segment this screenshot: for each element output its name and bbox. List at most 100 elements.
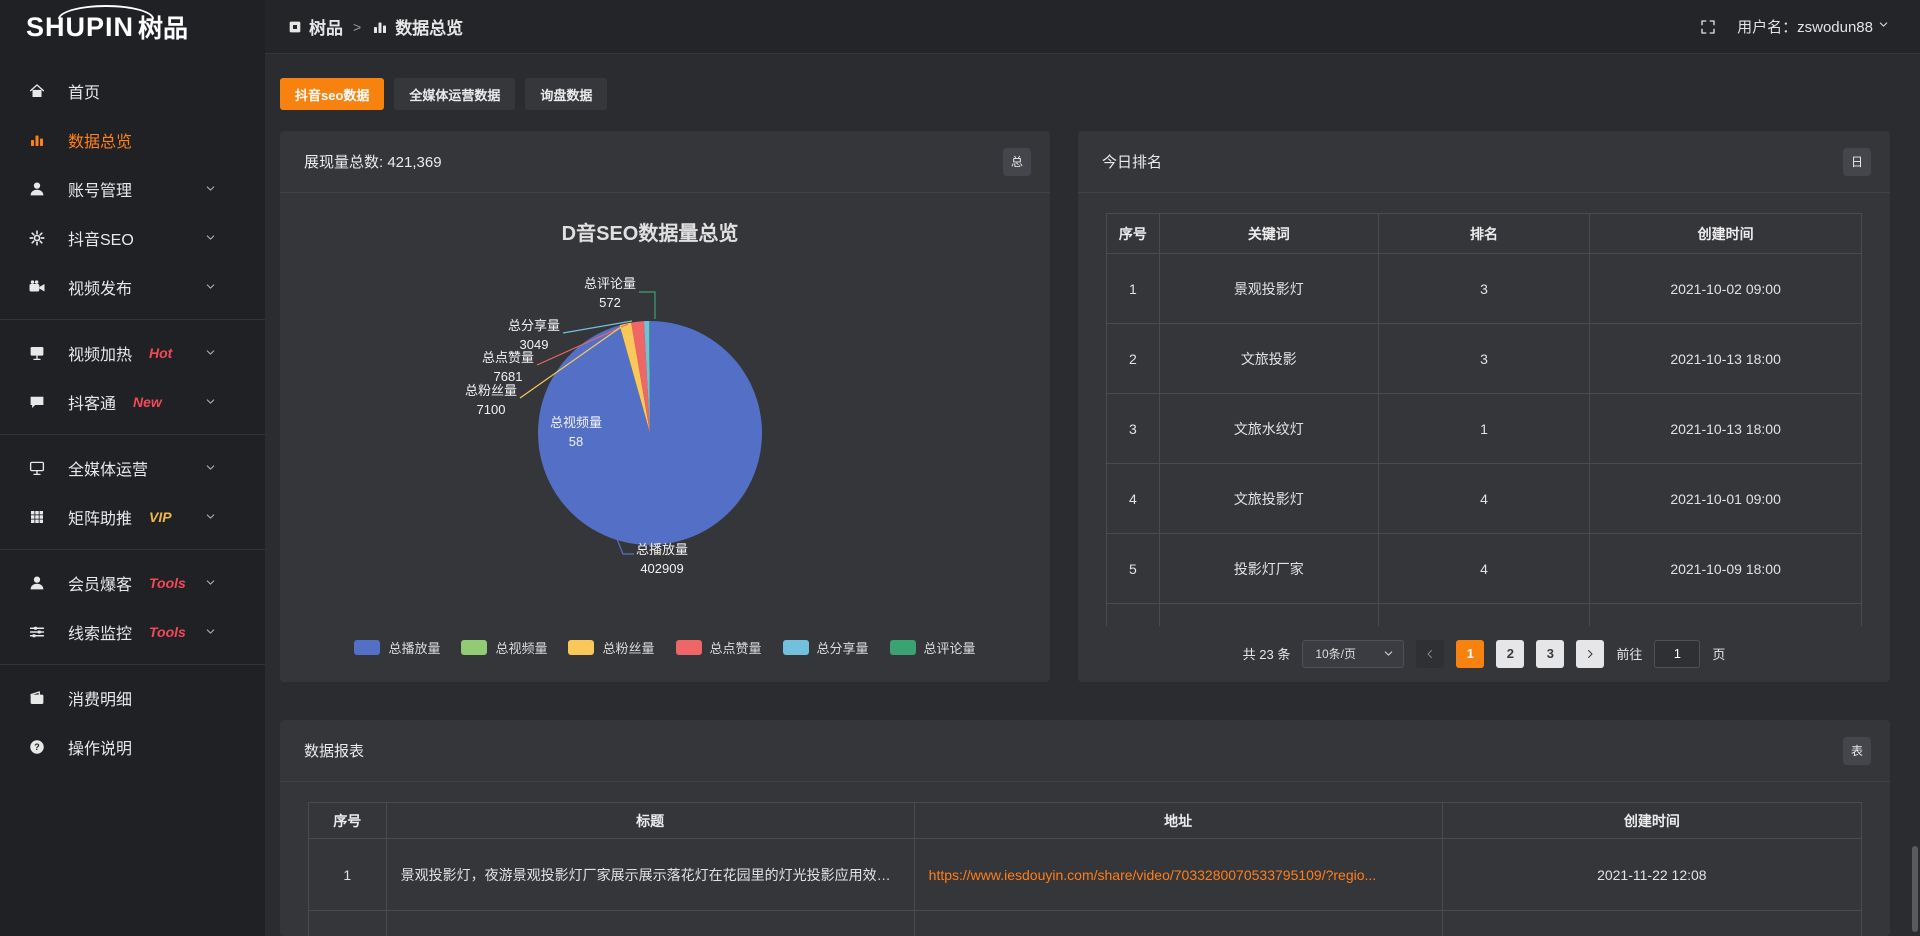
pie-slice-总点赞量[interactable] — [631, 321, 650, 433]
chevron-down-icon — [204, 395, 217, 408]
chevron-down-icon — [204, 346, 217, 359]
sidebar-item-线索监控[interactable]: 线索监控 Tools — [0, 607, 265, 656]
sidebar-item-抖音SEO[interactable]: 抖音SEO — [0, 213, 265, 262]
breadcrumb-item-current[interactable]: 数据总览 — [371, 14, 463, 39]
legend-item-总播放量[interactable]: 总播放量 — [354, 638, 440, 657]
table-row: 1 景观投影灯，夜游景观投影灯厂家展示展示落花灯在花园里的灯光投影应用效果 # ht… — [308, 838, 1863, 911]
pie-label-总分享量: 总分享量 3049 — [507, 318, 560, 352]
table-cell: 文旅投影灯 — [1158, 463, 1379, 534]
legend-swatch — [354, 640, 381, 655]
sidebar-item-label: 视频发布 — [68, 280, 133, 298]
pagination: 共 23 条 10条/页 123 前往 页 — [1106, 639, 1862, 668]
breadcrumb-separator: > — [353, 18, 362, 35]
overview-header: 展现量总数: 421,369 — [304, 154, 442, 171]
breadcrumb: 树品 > 数据总览 — [287, 14, 463, 39]
chevron-down-icon — [204, 576, 217, 589]
tab-抖音seo数据[interactable]: 抖音seo数据 — [280, 78, 385, 110]
sidebar-divider — [0, 434, 265, 435]
sidebar-item-账号管理[interactable]: 账号管理 — [0, 164, 265, 213]
ranking-panel: 今日排名 日 序号 关键词 排名 创建时间 1 景观投影灯 3 2021-10-02 09:0… — [1078, 131, 1890, 682]
report-table: 序号 标题 地址 创建时间 1 景观投影灯，夜游景观投影灯厂家展示展示落花灯在花园里的灯光… — [308, 802, 1863, 936]
pie-slice-总评论量[interactable] — [649, 320, 650, 433]
chevron-down-icon — [204, 510, 217, 523]
sidebar-item-首页[interactable]: 首页 — [0, 66, 265, 115]
scrollbar-thumb[interactable] — [1912, 846, 1918, 932]
pie-label-总播放量: 总播放量 402909 — [636, 542, 689, 576]
sidebar-item-抖客通[interactable]: 抖客通 New — [0, 377, 265, 426]
sidebar-divider — [0, 549, 265, 550]
sidebar-badge: Hot — [149, 344, 173, 361]
svg-text:?: ? — [34, 742, 40, 752]
tab-询盘数据[interactable]: 询盘数据 — [525, 78, 608, 110]
app-icon — [287, 19, 303, 35]
legend-swatch — [782, 640, 809, 655]
sidebar-item-视频发布[interactable]: 视频发布 — [0, 262, 265, 311]
legend-item-总点赞量[interactable]: 总点赞量 — [675, 638, 762, 657]
ranking-corner-button[interactable]: 日 — [1843, 147, 1871, 176]
sidebar-item-数据总览[interactable]: 数据总览 — [0, 115, 265, 164]
pie-slice-总分享量[interactable] — [643, 321, 650, 433]
sidebar-item-矩阵助推[interactable]: 矩阵助推 VIP — [0, 492, 265, 541]
tab-全媒体运营数据[interactable]: 全媒体运营数据 — [394, 78, 516, 110]
table-cell: 2021-10-01 09:00 — [1589, 463, 1862, 534]
wallet-icon — [27, 689, 47, 707]
table-row: 3 文旅水纹灯 1 2021-10-13 18:00 — [1106, 393, 1862, 464]
pie-slice-总视频量[interactable] — [619, 325, 650, 433]
sidebar-divider — [0, 319, 265, 320]
sidebar-item-label: 全媒体运营 — [68, 461, 149, 479]
report-corner-button[interactable]: 表 — [1843, 736, 1871, 765]
column-header-序号: 序号 — [1106, 213, 1160, 254]
legend-label: 总粉丝量 — [602, 641, 655, 656]
video-link[interactable]: https://www.iesdouyin.com/share/video/70… — [928, 866, 1377, 883]
pie-label-line-总评论量 — [639, 291, 656, 319]
grid-icon — [27, 508, 47, 526]
table-row: 5 投影灯厂家 4 2021-10-09 18:00 — [1106, 533, 1862, 604]
sidebar-item-label: 首页 — [68, 84, 101, 102]
sidebar-badge: Tools — [149, 574, 186, 591]
sidebar-item-label: 操作说明 — [68, 740, 133, 758]
pie-slice-总粉丝量[interactable] — [619, 322, 650, 433]
page-size-select[interactable]: 10条/页 — [1302, 639, 1405, 668]
pagination-total: 共 23 条 — [1242, 647, 1291, 662]
sidebar-item-消费明细[interactable]: 消费明细 — [0, 673, 265, 722]
breadcrumb-item-home[interactable]: 树品 — [287, 14, 343, 39]
sidebar-item-label: 矩阵助推 — [68, 510, 133, 528]
table-cell: 文旅投影 — [1158, 323, 1379, 394]
data-tabs: 抖音seo数据 全媒体运营数据 询盘数据 — [280, 78, 1890, 110]
legend-label: 总分享量 — [816, 641, 869, 656]
table-cell-title: 景观投影灯，夜游景观投影灯厂家展示展示落花灯在花园里的灯光投影应用效果 # — [385, 838, 915, 911]
chart-title: D音SEO数据量总览 — [561, 223, 739, 245]
user-menu[interactable]: 用户名：zswodun88 — [1737, 16, 1890, 37]
page-button-1[interactable]: 1 — [1456, 639, 1485, 668]
sidebar-item-操作说明[interactable]: ? 操作说明 — [0, 722, 265, 771]
top-bar: SHUPIN 树品 树品 > 数据总览 用户名：zswodun88 — [0, 0, 1920, 54]
legend-item-总分享量[interactable]: 总分享量 — [782, 638, 869, 657]
next-page-button[interactable] — [1576, 639, 1605, 668]
sidebar-item-全媒体运营[interactable]: 全媒体运营 — [0, 443, 265, 492]
sidebar-item-label: 账号管理 — [68, 182, 133, 200]
page-button-2[interactable]: 2 — [1496, 639, 1525, 668]
table-cell: 4 — [1377, 463, 1591, 534]
sidebar-item-label: 抖客通 — [68, 395, 117, 413]
chat-icon — [27, 393, 47, 411]
table-cell: 4 — [1377, 533, 1591, 604]
goto-page-input[interactable] — [1654, 639, 1701, 668]
logo-arc — [58, 5, 154, 19]
column-header-标题: 标题 — [385, 802, 915, 839]
prev-page-button[interactable] — [1416, 639, 1445, 668]
legend-item-总粉丝量[interactable]: 总粉丝量 — [568, 638, 655, 657]
table-row-partial — [308, 910, 1863, 936]
fullscreen-icon[interactable] — [1699, 18, 1717, 36]
legend-item-总视频量[interactable]: 总视频量 — [461, 638, 547, 657]
pie-slice-总播放量[interactable] — [538, 321, 763, 545]
overview-corner-button[interactable]: 总 — [1003, 147, 1031, 176]
member-icon — [27, 574, 47, 592]
sidebar-item-label: 会员爆客 — [68, 576, 133, 594]
user-icon — [27, 180, 47, 198]
page-button-3[interactable]: 3 — [1536, 639, 1565, 668]
sidebar-item-会员爆客[interactable]: 会员爆客 Tools — [0, 558, 265, 607]
sidebar-item-视频加热[interactable]: 视频加热 Hot — [0, 328, 265, 377]
legend-item-总评论量[interactable]: 总评论量 — [889, 638, 976, 657]
table-cell: 4 — [1106, 463, 1160, 534]
sliders-icon — [27, 623, 47, 641]
